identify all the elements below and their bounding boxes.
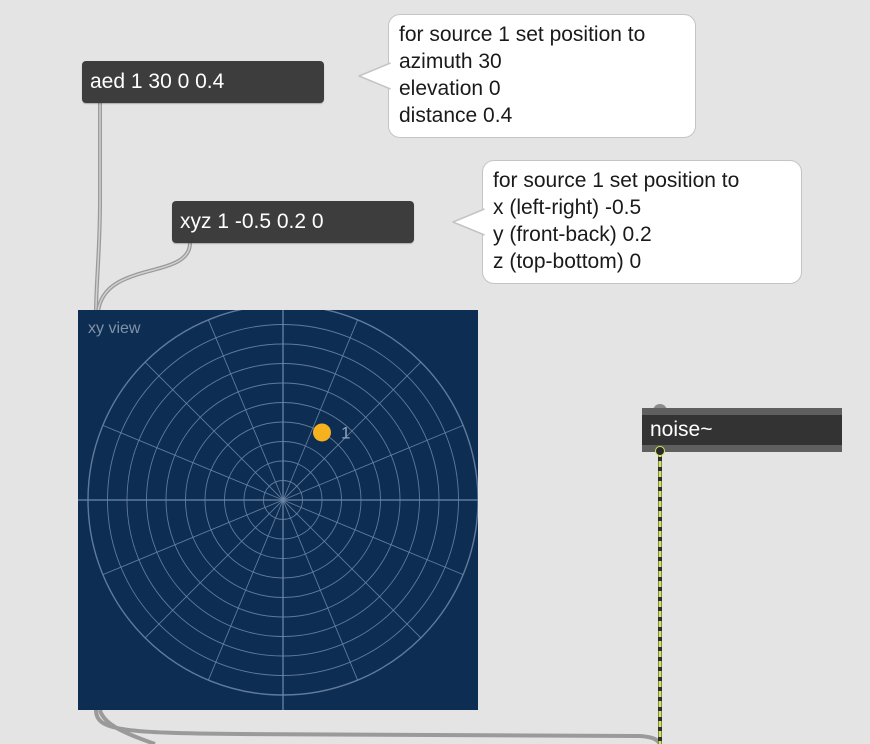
grid-spoke [282,499,464,576]
grid-spoke [282,499,359,681]
comment-aed-pointer [358,62,394,90]
comment-aed-line-1: for source 1 set position to [399,23,646,46]
grid-spoke [282,499,422,639]
patch-cord-aed[interactable] [94,101,102,314]
polar-grid[interactable]: 1 [78,310,478,710]
comment-xyz-line-2: x (left-right) -0.5 [493,196,642,219]
grid-lines [78,310,478,710]
grid-spoke [102,499,284,576]
grid-spoke [144,361,284,501]
comment-xyz-line-3: y (front-back) 0.2 [493,223,652,246]
comment-xyz: for source 1 set position to x (left-rig… [452,160,802,284]
patch-cord-view-out-2[interactable] [98,709,156,744]
comment-aed-line-2: azimuth 30 [399,50,502,73]
view-label: xy view [88,320,141,337]
noise-outlet[interactable] [655,446,665,456]
grid-spoke [207,319,284,501]
grid-spoke [282,361,422,501]
xyz-message-box[interactable]: xyz 1 -0.5 0.2 0 [172,201,414,243]
source-dot[interactable] [313,423,331,442]
comment-xyz-line-1: for source 1 set position to [493,169,740,192]
comment-aed-line-3: elevation 0 [399,77,501,100]
grid-spoke [102,424,284,501]
comment-aed: for source 1 set position to azimuth 30 … [358,14,696,138]
comment-xyz-pointer [452,208,488,236]
grid-spoke [144,499,284,639]
grid-spoke [282,424,464,501]
source-label: 1 [341,423,350,442]
grid-spoke [282,319,359,501]
xy-view-panel[interactable]: xy view 1 [78,310,478,710]
grid-spoke [207,499,284,681]
patch-cord-view-out[interactable] [94,709,662,744]
patch-cord-xyz[interactable] [96,241,192,314]
aed-message-box[interactable]: aed 1 30 0 0.4 [82,61,324,103]
comment-aed-line-4: distance 0.4 [399,104,513,127]
noise-object[interactable]: noise~ [642,408,842,452]
comment-xyz-line-4: z (top-bottom) 0 [493,250,642,273]
